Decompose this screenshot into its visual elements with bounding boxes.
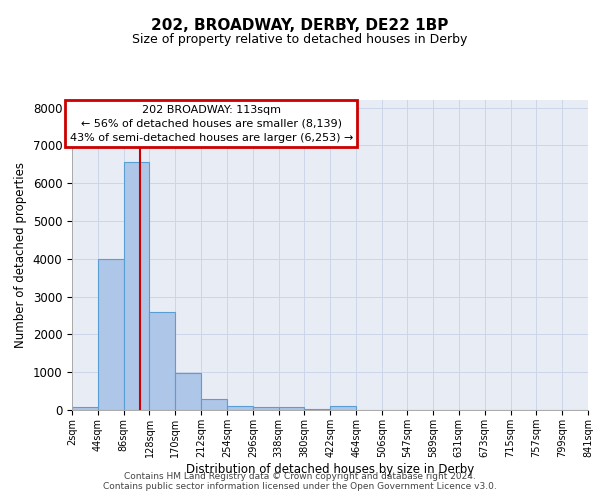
Text: Contains HM Land Registry data © Crown copyright and database right 2024.: Contains HM Land Registry data © Crown c… bbox=[124, 472, 476, 481]
Bar bbox=[175, 373, 201, 410]
Y-axis label: Number of detached properties: Number of detached properties bbox=[14, 162, 27, 348]
Text: 202, BROADWAY, DERBY, DE22 1BP: 202, BROADWAY, DERBY, DE22 1BP bbox=[151, 18, 449, 32]
Text: 202 BROADWAY: 113sqm
← 56% of detached houses are smaller (8,139)
43% of semi-de: 202 BROADWAY: 113sqm ← 56% of detached h… bbox=[70, 104, 353, 142]
Bar bbox=[227, 406, 253, 410]
Text: Contains public sector information licensed under the Open Government Licence v3: Contains public sector information licen… bbox=[103, 482, 497, 491]
Bar bbox=[278, 407, 304, 410]
Bar bbox=[98, 259, 124, 410]
Bar bbox=[124, 162, 149, 410]
Bar bbox=[149, 312, 175, 410]
Bar bbox=[304, 409, 331, 410]
Text: Size of property relative to detached houses in Derby: Size of property relative to detached ho… bbox=[133, 32, 467, 46]
Bar bbox=[72, 407, 98, 410]
Bar bbox=[331, 406, 356, 410]
X-axis label: Distribution of detached houses by size in Derby: Distribution of detached houses by size … bbox=[186, 462, 474, 475]
Bar bbox=[201, 398, 227, 410]
Bar bbox=[253, 406, 278, 410]
